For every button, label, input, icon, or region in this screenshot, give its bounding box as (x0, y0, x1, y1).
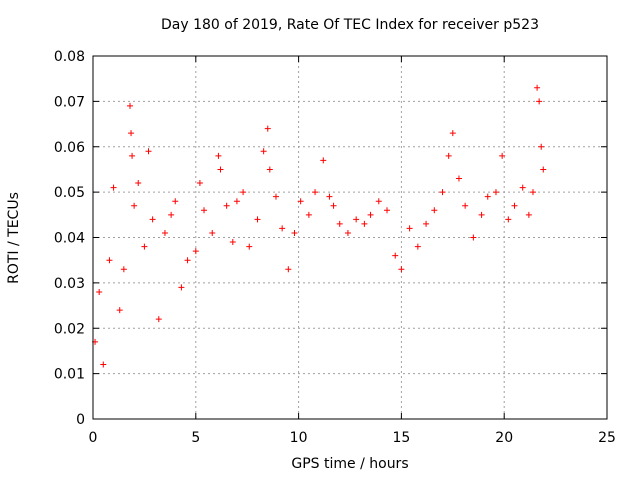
data-point (215, 152, 222, 159)
data-point (439, 189, 446, 196)
data-point (192, 248, 199, 255)
data-point (285, 266, 292, 273)
data-point (344, 229, 351, 236)
y-tick-label: 0 (76, 412, 85, 428)
data-point (320, 157, 327, 164)
data-point (129, 152, 136, 159)
data-point (145, 148, 152, 155)
data-point (260, 148, 267, 155)
data-point (127, 102, 134, 109)
y-tick-label: 0.04 (54, 231, 85, 247)
data-point (326, 193, 333, 200)
data-point (431, 207, 438, 214)
data-point (246, 243, 253, 250)
data-point (149, 216, 156, 223)
data-point (110, 184, 117, 191)
grid-lines (93, 56, 607, 419)
data-point (361, 220, 368, 227)
y-tick-label: 0.07 (54, 94, 85, 110)
data-point (462, 202, 469, 209)
data-point (536, 98, 543, 105)
data-point (229, 239, 236, 246)
data-point (511, 202, 518, 209)
data-point (470, 234, 477, 241)
axis-ticks: 0 5 10 15 20 25 0 0.01 0.02 0.03 0.04 0.05 0.06 0.07 0… (54, 49, 616, 446)
data-point (353, 216, 360, 223)
data-point (525, 211, 532, 218)
data-point (423, 220, 430, 227)
data-point (223, 202, 230, 209)
data-point (538, 143, 545, 150)
data-point (233, 198, 240, 205)
data-point (406, 225, 413, 232)
data-point (155, 316, 162, 323)
x-tick-label: 25 (598, 430, 616, 446)
data-point (128, 130, 135, 137)
data-point (449, 130, 456, 137)
data-point (392, 252, 399, 259)
data-point (478, 211, 485, 218)
data-point (330, 202, 337, 209)
data-point (184, 257, 191, 264)
y-axis-label: ROTI / TECUs (6, 192, 22, 284)
data-point (455, 175, 462, 182)
data-point (266, 166, 273, 173)
data-point (161, 229, 168, 236)
data-point (100, 361, 107, 368)
data-point (492, 189, 499, 196)
y-tick-label: 0.05 (54, 185, 85, 201)
data-point (254, 216, 261, 223)
x-tick-label: 0 (89, 430, 98, 446)
y-tick-label: 0.02 (54, 321, 85, 337)
data-point (279, 225, 286, 232)
data-point (384, 207, 391, 214)
data-point (135, 180, 142, 187)
data-point (178, 284, 185, 291)
data-point (540, 166, 547, 173)
data-point (196, 180, 203, 187)
x-tick-label: 5 (191, 430, 200, 446)
x-tick-label: 20 (495, 430, 513, 446)
data-point (375, 198, 382, 205)
data-point (120, 266, 127, 273)
data-point (505, 216, 512, 223)
y-tick-label: 0.06 (54, 140, 85, 156)
x-axis-label: GPS time / hours (291, 456, 409, 472)
data-point (272, 193, 279, 200)
data-point (534, 84, 541, 91)
data-point (141, 243, 148, 250)
data-point (519, 184, 526, 191)
y-tick-label: 0.03 (54, 276, 85, 292)
data-point (209, 229, 216, 236)
data-point (291, 229, 298, 236)
data-point (529, 189, 536, 196)
data-point (106, 257, 113, 264)
data-point (264, 125, 271, 132)
data-point (172, 198, 179, 205)
data-point (445, 152, 452, 159)
data-point (297, 198, 304, 205)
data-point (367, 211, 374, 218)
data-point (131, 202, 138, 209)
data-point (240, 189, 247, 196)
y-tick-label: 0.08 (54, 49, 85, 65)
data-point (499, 152, 506, 159)
data-point (336, 220, 343, 227)
data-point (217, 166, 224, 173)
y-tick-label: 0.01 (54, 367, 85, 383)
x-tick-label: 15 (392, 430, 410, 446)
x-tick-label: 10 (290, 430, 308, 446)
data-point (201, 207, 208, 214)
data-point (116, 307, 123, 314)
data-point (484, 193, 491, 200)
data-point (96, 288, 103, 295)
data-point (168, 211, 175, 218)
data-point (398, 266, 405, 273)
data-point (305, 211, 312, 218)
data-point (414, 243, 421, 250)
chart-title: Day 180 of 2019, Rate Of TEC Index for r… (161, 17, 539, 33)
data-point (312, 189, 319, 196)
data-points (92, 84, 547, 368)
